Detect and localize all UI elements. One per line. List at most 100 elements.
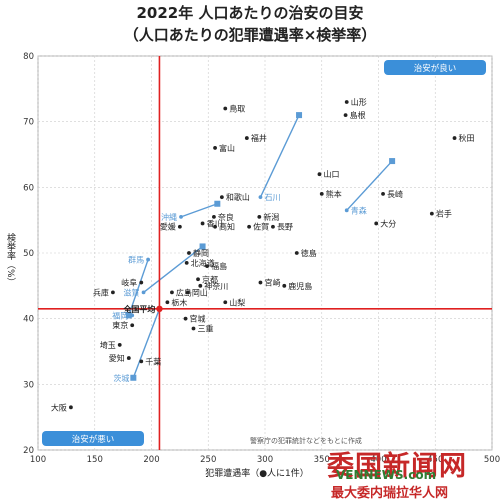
point-label: 山形 <box>351 97 367 107</box>
data-point <box>429 211 434 216</box>
point-label: 奈良 <box>218 212 234 222</box>
average-lines <box>38 56 492 450</box>
point-label: 千葉 <box>145 356 161 366</box>
data-point <box>212 214 216 219</box>
point-label: 岐阜 <box>121 278 137 288</box>
good-badge-label: 治安が良い <box>414 63 457 74</box>
point-label: 鹿児島 <box>288 281 312 291</box>
data-point <box>258 280 263 285</box>
chart-title: 2022年 人口あたりの治安の目安 <box>136 4 364 22</box>
point-label: 秋田 <box>459 133 475 143</box>
data-point <box>452 136 457 140</box>
data-point <box>223 300 228 305</box>
point-label: 長崎 <box>387 189 403 199</box>
point-label: 富山 <box>219 143 235 153</box>
x-axis-title: 犯罪遭遇率（●人に1件） <box>205 467 309 479</box>
data-point <box>213 146 217 150</box>
data-point <box>185 290 190 295</box>
data-point <box>223 106 228 111</box>
trend-marker <box>199 243 206 250</box>
data-point <box>247 224 252 229</box>
x-tick-label: 400 <box>370 455 386 465</box>
data-point <box>130 313 135 318</box>
point-label: 群馬 <box>128 255 144 265</box>
point-label: 福島 <box>211 261 227 271</box>
chart-subtitle: （人口あたりの犯罪遭遇率×検挙率） <box>123 26 377 44</box>
point-label: 埼玉 <box>100 340 116 350</box>
x-tick-label: 350 <box>314 455 330 465</box>
point-label: 沖縄 <box>161 212 177 222</box>
point-label: 東京 <box>112 320 128 330</box>
data-point <box>130 323 135 328</box>
data-point <box>343 113 348 117</box>
point-label: 山口 <box>323 169 339 179</box>
trend-line <box>259 114 300 198</box>
point-label: 広島 <box>176 287 192 297</box>
point-label: 静岡 <box>193 248 209 258</box>
point-label: 新潟 <box>263 212 279 222</box>
data-point <box>244 136 249 140</box>
x-tick-label: 100 <box>30 455 46 465</box>
point-label: 佐賀 <box>253 222 269 232</box>
data-point <box>196 277 200 282</box>
data-point <box>177 224 182 229</box>
y-tick-label: 70 <box>23 118 34 128</box>
y-tick-label: 60 <box>23 183 34 193</box>
trend-arrows <box>125 112 396 381</box>
data-point <box>282 283 287 288</box>
data-point <box>179 214 183 219</box>
data-point <box>184 260 189 265</box>
trend-line <box>143 245 204 293</box>
x-tick-label: 150 <box>87 455 103 465</box>
data-point <box>219 195 224 200</box>
y-axis-title: 検挙率（%） <box>5 232 16 287</box>
data-point <box>317 172 322 177</box>
point-label: 青森 <box>351 205 367 215</box>
trend-line <box>128 259 149 316</box>
point-label: 大阪 <box>51 402 67 412</box>
data-point <box>381 192 385 196</box>
trend-marker <box>389 158 396 165</box>
point-label: 岩手 <box>436 209 452 219</box>
point-label: 高知 <box>219 222 235 232</box>
data-point <box>117 343 122 347</box>
data-point <box>198 283 203 288</box>
point-label: 石川 <box>264 193 280 202</box>
point-label: 福岡 <box>112 311 128 320</box>
data-point <box>111 290 115 295</box>
point-label: 岡山 <box>192 287 208 297</box>
trend-marker <box>125 312 132 319</box>
bad-badge-label: 治安が悪い <box>72 434 115 445</box>
data-point <box>183 316 188 321</box>
good-badge <box>384 60 486 75</box>
point-label: 滋賀 <box>124 287 140 297</box>
point-label: 徳島 <box>301 248 317 258</box>
point-label: 鳥取 <box>229 104 245 114</box>
y-tick-label: 30 <box>23 380 34 390</box>
y-tick-label: 20 <box>23 446 34 456</box>
watermark-title: 委国新闻网 <box>327 451 467 482</box>
point-label: 愛知 <box>109 353 125 363</box>
point-label: 大分 <box>380 218 396 228</box>
grid <box>37 55 493 451</box>
data-point <box>191 326 196 331</box>
data-point <box>205 264 210 269</box>
y-tick-label: 80 <box>23 52 34 62</box>
point-label: 熊本 <box>326 189 342 199</box>
point-label: 全国平均 <box>122 304 155 314</box>
x-tick-label: 250 <box>200 455 216 465</box>
x-tick-label: 300 <box>257 455 273 465</box>
data-point <box>344 208 349 213</box>
bad-badge <box>42 431 144 446</box>
axes: 100 150 200 250 300 350 400 450 500 20 30 40 50 60 70 8… <box>5 52 500 479</box>
y-tick-label: 50 <box>23 249 34 259</box>
trend-line <box>132 308 161 379</box>
data-point <box>200 221 205 226</box>
x-tick-label: 500 <box>484 455 500 465</box>
x-tick-label: 200 <box>143 455 159 465</box>
point-label: 山梨 <box>229 297 245 307</box>
data-point <box>165 300 170 305</box>
